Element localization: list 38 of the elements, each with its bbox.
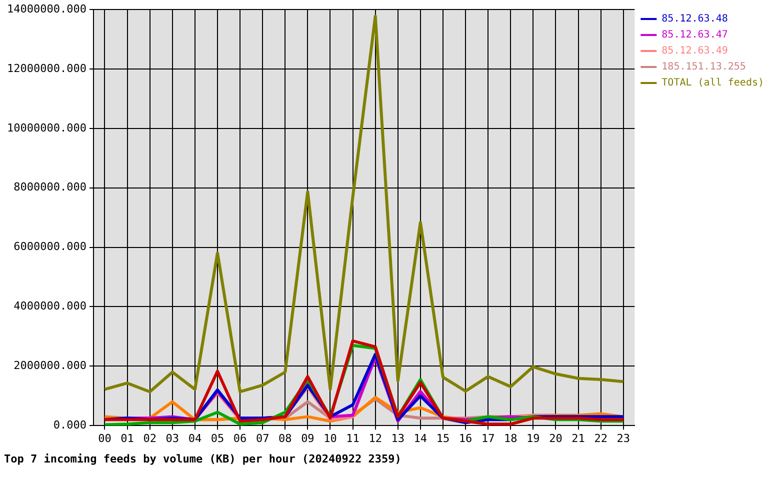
x-tick-label: 13 — [391, 432, 405, 446]
x-tick-label: 01 — [120, 432, 134, 446]
x-tick-label: 15 — [436, 432, 450, 446]
x-tick-label: 03 — [166, 432, 180, 446]
x-tick-label: 08 — [278, 432, 292, 446]
x-tick-label: 18 — [504, 432, 518, 446]
y-tick-label: 8000000.000 — [14, 180, 86, 194]
y-tick-label: 12000000.000 — [6, 62, 86, 75]
x-tick-label: 16 — [458, 432, 472, 446]
x-tick-label: 22 — [594, 432, 608, 446]
legend-label: 85.12.63.47 — [662, 30, 728, 41]
x-tick-label: 19 — [526, 432, 540, 446]
y-tick-label: 0.000 — [53, 418, 86, 432]
x-tick-label: 11 — [346, 432, 360, 446]
x-tick-label: 23 — [616, 432, 630, 446]
legend-label: 85.12.63.49 — [662, 46, 728, 57]
x-tick-label: 06 — [233, 432, 247, 446]
legend-label: 185.151.13.255 — [662, 62, 746, 73]
x-tick-label: 10 — [324, 432, 337, 446]
x-tick-label: 04 — [188, 432, 202, 446]
x-tick-label: 02 — [143, 432, 156, 446]
legend-label: 85.12.63.48 — [662, 14, 728, 25]
y-tick-label: 2000000.000 — [14, 359, 86, 372]
x-tick-label: 12 — [368, 432, 382, 446]
x-tick-label: 07 — [256, 432, 270, 446]
y-tick-label: 4000000.000 — [14, 300, 86, 313]
x-tick-label: 21 — [572, 432, 585, 446]
x-tick-label: 00 — [98, 432, 112, 446]
x-tick-label: 05 — [210, 432, 224, 446]
x-tick-label: 14 — [414, 432, 428, 446]
text: Top 7 incoming feeds by volume (KB) per hour (20240922 2359) — [4, 452, 402, 466]
x-tick-label: 20 — [549, 432, 562, 446]
x-tick-label: 17 — [481, 432, 495, 446]
x-tick-label: 09 — [301, 432, 314, 446]
legend-label: TOTAL (all feeds) — [662, 78, 764, 89]
y-tick-label: 6000000.000 — [14, 240, 86, 254]
y-tick-label: 14000000.000 — [6, 2, 86, 16]
y-tick-label: 10000000.000 — [6, 121, 86, 134]
